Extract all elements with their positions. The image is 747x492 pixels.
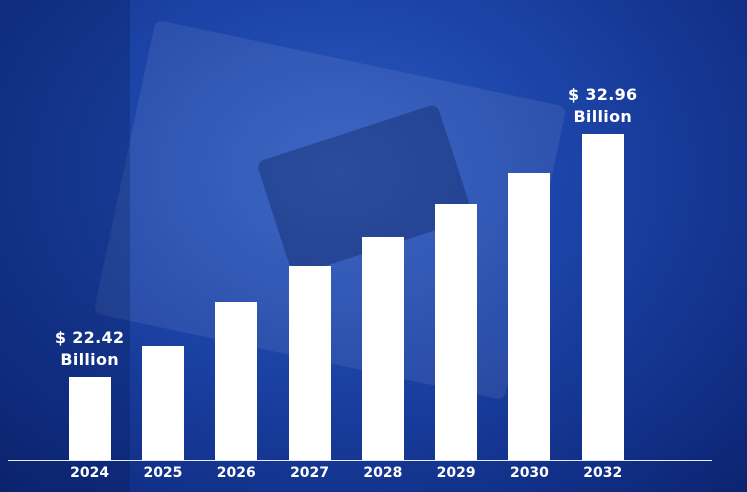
x-tick-label: 2028: [363, 465, 403, 481]
bar: [141, 345, 184, 460]
x-tick-label: 2030: [509, 465, 549, 481]
x-tick-label: 2026: [216, 465, 256, 481]
bar: [581, 134, 624, 460]
baseline: [8, 460, 712, 461]
x-tick-label: 2025: [143, 465, 183, 481]
value-label: $ 32.96 Billion: [568, 85, 638, 127]
value-label: $ 22.42 Billion: [54, 327, 125, 369]
x-tick-label: 2029: [436, 465, 476, 481]
bar: [215, 302, 258, 460]
bar: [508, 173, 551, 460]
x-tick-label: 2032: [583, 465, 623, 481]
bar: [361, 237, 404, 460]
bar: [435, 204, 478, 460]
bar: [68, 376, 111, 460]
x-tick-label: 2024: [70, 465, 110, 481]
x-tick-label: 2027: [290, 465, 330, 481]
bar: [288, 266, 331, 460]
